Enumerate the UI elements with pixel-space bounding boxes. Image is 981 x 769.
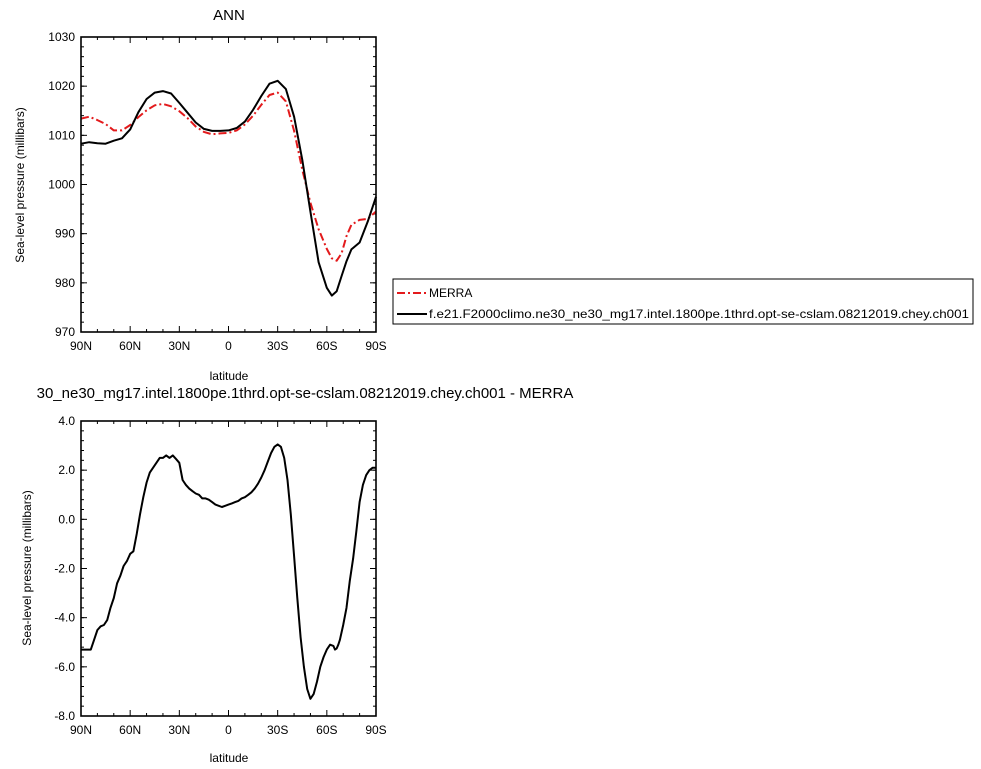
- bottom-y-tick-label: -2.0: [54, 562, 75, 576]
- top-plot-frame: [80, 36, 377, 333]
- top-y-tick-label: 990: [55, 227, 75, 241]
- top-ticks: 90N 60N 30N 0 30S 60S 90S 970 980 990 1000 1010 1020…: [48, 30, 386, 353]
- top-chart-title: ANN: [213, 7, 245, 24]
- top-x-tick-label: 30N: [168, 339, 190, 353]
- bottom-y-tick-label: -6.0: [54, 660, 75, 674]
- bottom-chart-title: 30_ne30_mg17.intel.1800pe.1thrd.opt-se-c…: [37, 385, 574, 402]
- bottom-x-tick-label: 0: [225, 723, 232, 737]
- top-y-tick-label: 1030: [48, 30, 75, 44]
- legend-label-merra: MERRA: [429, 286, 472, 300]
- top-panel: ANN latitude Sea-level pressure (milliba…: [13, 7, 387, 383]
- bottom-x-tick-label: 30N: [168, 723, 190, 737]
- legend-label-model: f.e21.F2000climo.ne30_ne30_mg17.intel.18…: [429, 307, 969, 321]
- bottom-x-tick-label: 60N: [119, 723, 141, 737]
- bottom-x-tick-label: 30S: [267, 723, 288, 737]
- bottom-y-tick-label: 0.0: [58, 512, 75, 526]
- top-series-line-0: [80, 91, 377, 262]
- top-x-tick-label: 60S: [316, 339, 337, 353]
- top-x-tick-label: 0: [225, 339, 232, 353]
- legend-box: [392, 278, 974, 325]
- legend: MERRA f.e21.F2000climo.ne30_ne30_mg17.in…: [392, 278, 974, 325]
- top-x-tick-label: 30S: [267, 339, 288, 353]
- top-x-axis-label: latitude: [210, 369, 249, 383]
- top-y-tick-label: 1010: [48, 128, 75, 142]
- bottom-y-tick-label: 4.0: [58, 414, 75, 428]
- bottom-series-line-0: [81, 443, 376, 700]
- bottom-x-axis-label: latitude: [210, 751, 249, 765]
- bottom-y-axis-label: Sea-level pressure (millibars): [20, 490, 34, 645]
- top-x-tick-label: 90S: [365, 339, 386, 353]
- top-series-line-1: [80, 79, 377, 297]
- top-y-tick-label: 980: [55, 276, 75, 290]
- top-y-tick-label: 1020: [48, 79, 75, 93]
- bottom-ticks: 90N 60N 30N 0 30S 60S 90S -8.0 -6.0 -4.0 -2.0 0.0 2.…: [54, 414, 386, 737]
- bottom-y-tick-label: -4.0: [54, 611, 75, 625]
- bottom-x-tick-label: 90N: [70, 723, 92, 737]
- top-y-tick-label: 970: [55, 325, 75, 339]
- top-y-tick-label: 1000: [48, 178, 75, 192]
- bottom-y-tick-label: 2.0: [58, 463, 75, 477]
- top-y-axis-label: Sea-level pressure (millibars): [13, 107, 27, 262]
- top-series-lines: [80, 79, 377, 297]
- bottom-series-lines: [81, 443, 376, 700]
- bottom-x-tick-label: 60S: [316, 723, 337, 737]
- bottom-y-tick-label: -8.0: [54, 709, 75, 723]
- bottom-plot-frame: [80, 420, 377, 717]
- top-x-tick-label: 90N: [70, 339, 92, 353]
- bottom-x-tick-label: 90S: [365, 723, 386, 737]
- top-x-tick-label: 60N: [119, 339, 141, 353]
- bottom-panel: 30_ne30_mg17.intel.1800pe.1thrd.opt-se-c…: [20, 385, 573, 765]
